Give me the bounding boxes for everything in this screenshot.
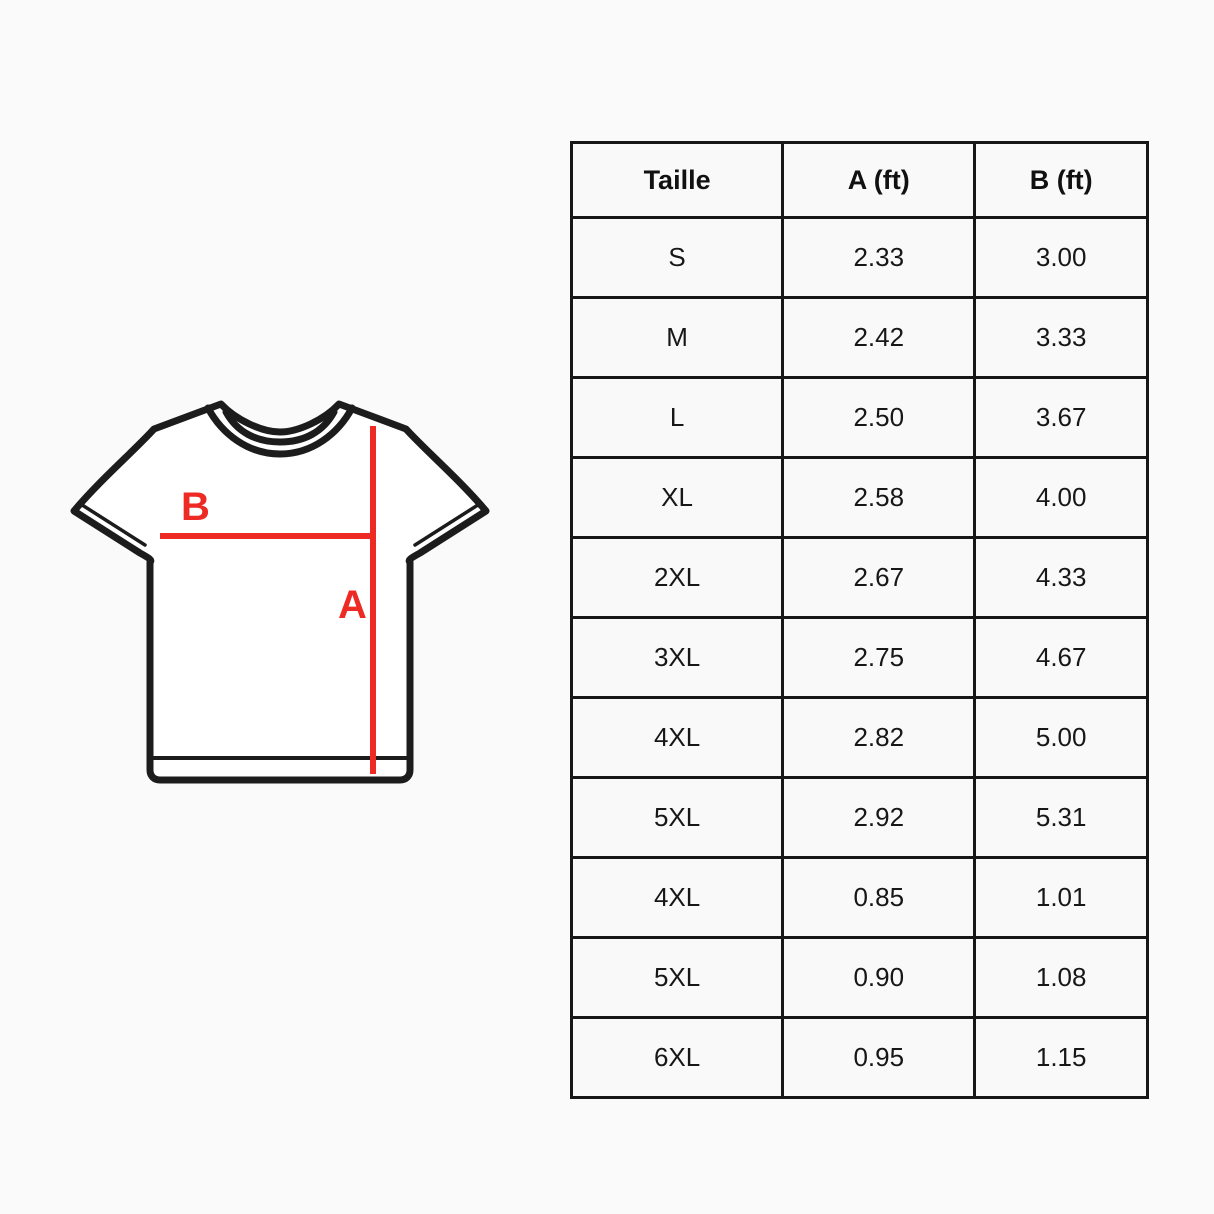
svg-text:A: A — [338, 583, 367, 627]
svg-text:B: B — [181, 485, 210, 529]
